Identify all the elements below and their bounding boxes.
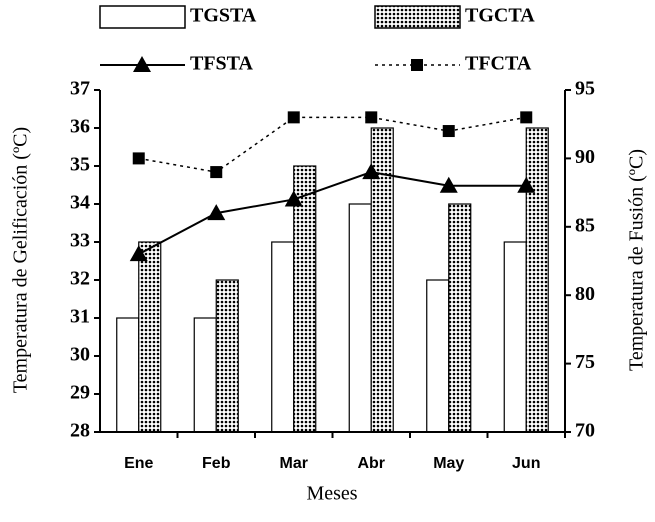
y2-tick-label: 80	[575, 283, 595, 305]
legend-swatch	[99, 5, 186, 29]
marker	[411, 59, 423, 71]
axes	[99, 90, 566, 433]
y2-axis-label: Temperatura de Fusión (ºC)	[626, 149, 648, 371]
legend-label: TFSTA	[190, 53, 254, 75]
y-tick-label: 33	[70, 230, 90, 252]
y-axis-label: Temperatura de Gelificación (ºC)	[10, 127, 32, 393]
bar	[348, 203, 372, 433]
y-tick-label: 34	[70, 192, 90, 214]
bar	[271, 241, 295, 433]
line	[138, 116, 527, 173]
marker	[362, 163, 381, 180]
bar	[193, 317, 217, 433]
y-tick-label: 31	[70, 306, 90, 328]
y-tick-label: 35	[70, 154, 90, 176]
marker	[442, 125, 455, 138]
legend-label: TGCTA	[465, 5, 535, 27]
y-tick-label: 36	[70, 116, 90, 138]
legend-swatch	[374, 5, 461, 29]
bar	[426, 279, 450, 433]
y-tick-label: 32	[70, 268, 90, 290]
y-tick-label: 30	[70, 344, 90, 366]
y-tick-label: 28	[70, 420, 90, 442]
marker	[129, 245, 148, 262]
x-tick-label: Feb	[202, 455, 231, 472]
marker	[520, 111, 533, 124]
marker	[210, 166, 223, 179]
y2-tick-label: 70	[575, 420, 595, 442]
y2-tick-label: 75	[575, 351, 595, 373]
marker	[284, 190, 303, 207]
x-tick-label: Ene	[124, 455, 153, 472]
marker	[365, 111, 378, 124]
legend-label: TGSTA	[190, 5, 257, 27]
bar	[503, 241, 527, 433]
line	[138, 171, 527, 256]
x-tick-label: Jun	[512, 455, 540, 472]
y2-tick-label: 90	[575, 146, 595, 168]
y-tick-label: 37	[70, 78, 90, 100]
marker	[207, 204, 226, 221]
marker	[287, 111, 300, 124]
marker	[517, 176, 536, 193]
y2-tick-label: 85	[575, 214, 595, 236]
bar	[138, 241, 162, 433]
marker	[439, 176, 458, 193]
marker	[132, 152, 145, 165]
x-axis-label: Meses	[306, 483, 357, 505]
x-tick-label: May	[433, 455, 464, 472]
x-tick-label: Abr	[357, 455, 385, 472]
legend-label: TFCTA	[465, 53, 532, 75]
y-tick-label: 29	[70, 382, 90, 404]
bar	[215, 279, 239, 433]
x-tick-label: Mar	[280, 455, 308, 472]
marker	[133, 56, 151, 72]
bar	[448, 203, 472, 433]
bar	[525, 127, 549, 433]
y2-tick-label: 95	[575, 78, 595, 100]
bar	[116, 317, 140, 433]
